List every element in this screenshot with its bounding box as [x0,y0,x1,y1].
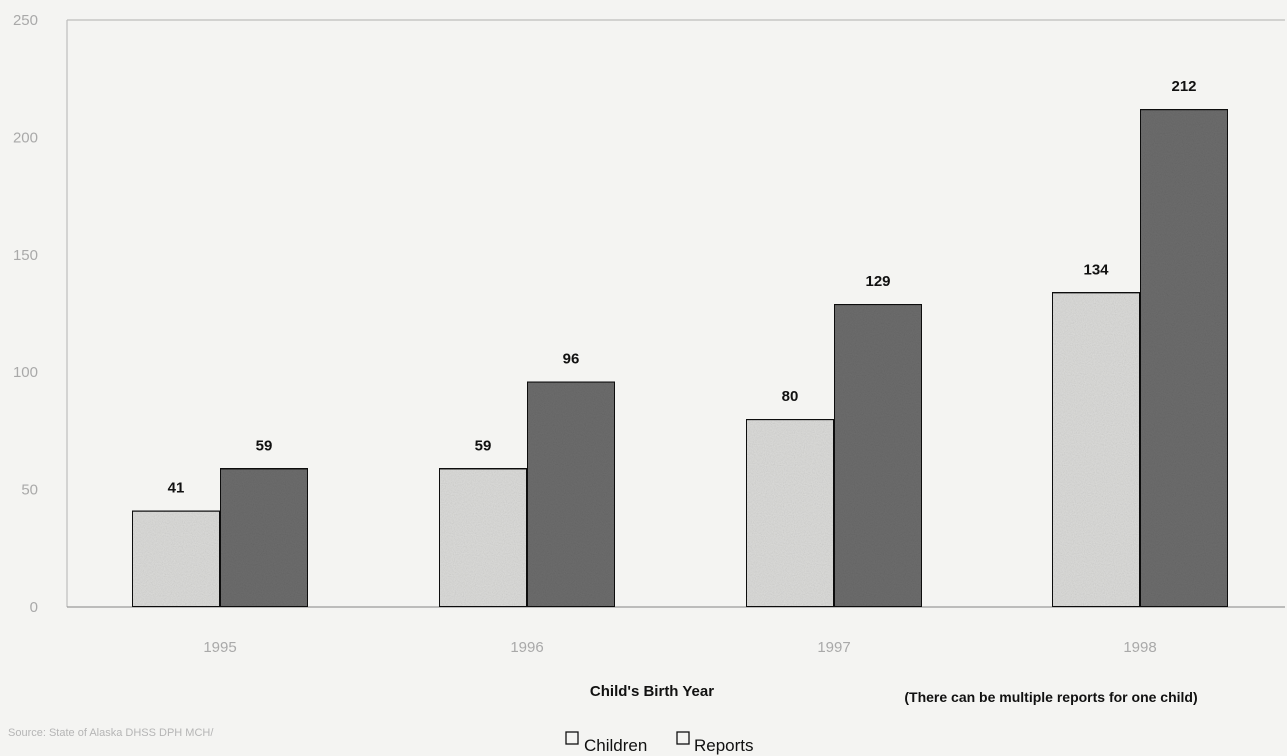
legend-label-reports: Reports [694,736,754,755]
data-label-children-1997: 80 [782,388,799,405]
legend-label-children: Children [584,736,647,755]
y-tick-label: 100 [13,364,38,381]
x-tick-label: 1997 [817,639,850,656]
data-label-children-1996: 59 [475,437,492,454]
x-tick-label: 1995 [203,639,236,656]
bar-children-1995 [131,509,221,608]
source-text: Source: State of Alaska DHSS DPH MCH/ [8,727,214,739]
legend-swatch-children [565,731,579,745]
x-axis-title: Child's Birth Year [590,683,714,700]
legend-swatch-reports [676,731,690,745]
y-tick-label: 50 [21,482,38,499]
bar-children-1997 [745,418,835,608]
data-labels: 41 59 59 96 80 129 134 212 [168,78,1197,497]
y-axis-ticks: 0 50 100 150 200 250 [13,12,38,616]
data-label-reports-1996: 96 [563,351,580,368]
bar-children-1996 [438,467,528,608]
x-axis-ticks: 1995 1996 1997 1998 [203,639,1156,656]
chart-note: (There can be multiple reports for one c… [904,689,1197,705]
x-tick-label: 1998 [1123,639,1156,656]
data-label-reports-1998: 212 [1171,78,1196,95]
y-tick-label: 150 [13,247,38,264]
data-label-children-1995: 41 [168,480,185,497]
y-tick-label: 250 [13,12,38,29]
data-label-reports-1997: 129 [865,273,890,290]
bar-reports-1995 [219,467,309,608]
legend: Children Reports [565,731,754,755]
x-tick-label: 1996 [510,639,543,656]
bars [131,108,1229,609]
bar-children-1998 [1051,291,1141,608]
bar-reports-1997 [833,303,923,608]
data-label-reports-1995: 59 [256,437,273,454]
data-label-children-1998: 134 [1083,261,1109,278]
bar-reports-1996 [526,380,616,609]
bar-reports-1998 [1139,108,1229,608]
y-tick-label: 200 [13,129,38,146]
y-tick-label: 0 [30,599,38,616]
